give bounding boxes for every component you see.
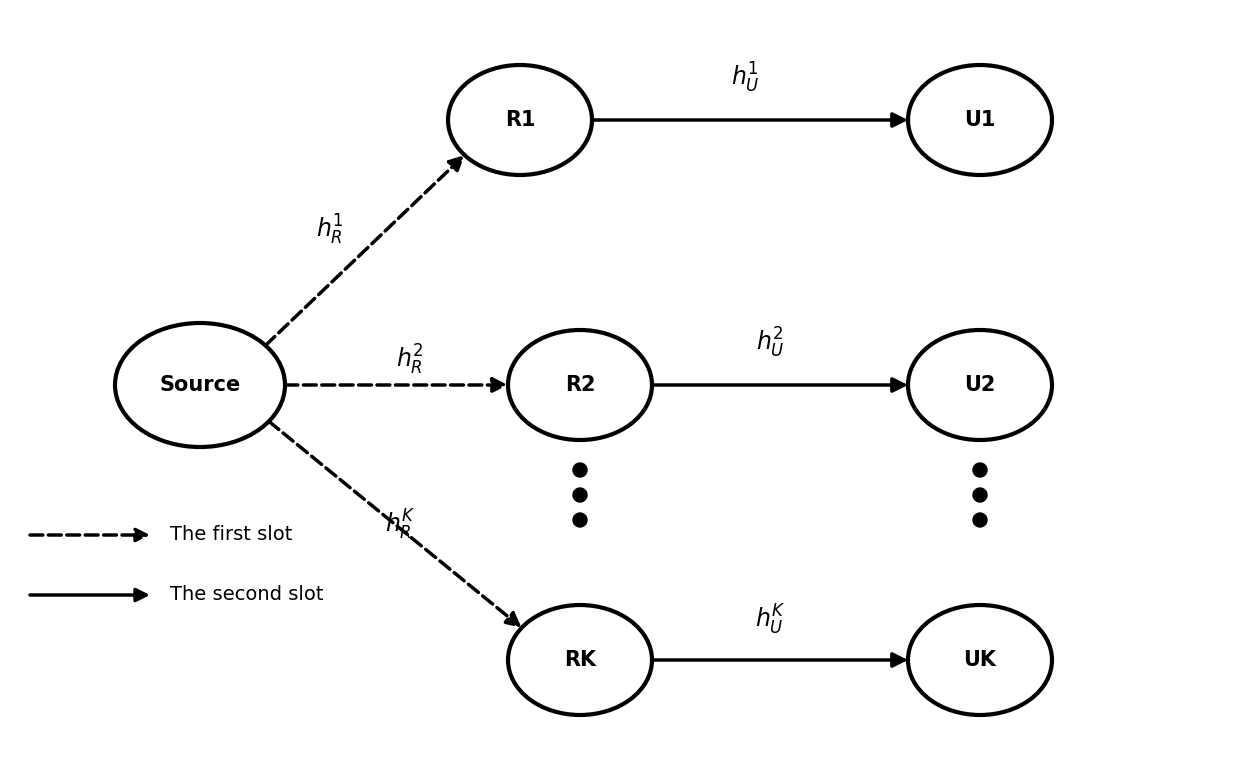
Ellipse shape [448,65,591,175]
Ellipse shape [115,323,285,447]
Text: The second slot: The second slot [170,585,324,604]
Text: R1: R1 [505,110,536,130]
Text: $h_U^1$: $h_U^1$ [730,61,759,95]
Text: $h_R^K$: $h_R^K$ [384,508,415,542]
Text: $h_U^2$: $h_U^2$ [755,326,785,360]
Ellipse shape [508,330,652,440]
Text: Source: Source [160,375,241,395]
Ellipse shape [908,605,1052,715]
Text: RK: RK [564,650,596,670]
Text: The first slot: The first slot [170,525,293,544]
Ellipse shape [908,65,1052,175]
Circle shape [973,488,987,502]
Circle shape [573,513,587,527]
Text: $h_R^1$: $h_R^1$ [316,213,343,247]
Circle shape [973,463,987,477]
Text: $h_U^K$: $h_U^K$ [755,603,785,637]
Text: UK: UK [963,650,997,670]
Text: U2: U2 [965,375,996,395]
Ellipse shape [508,605,652,715]
Circle shape [973,513,987,527]
Text: $h_R^2$: $h_R^2$ [396,343,424,377]
Ellipse shape [908,330,1052,440]
Text: U1: U1 [965,110,996,130]
Circle shape [573,488,587,502]
Circle shape [573,463,587,477]
Text: R2: R2 [564,375,595,395]
